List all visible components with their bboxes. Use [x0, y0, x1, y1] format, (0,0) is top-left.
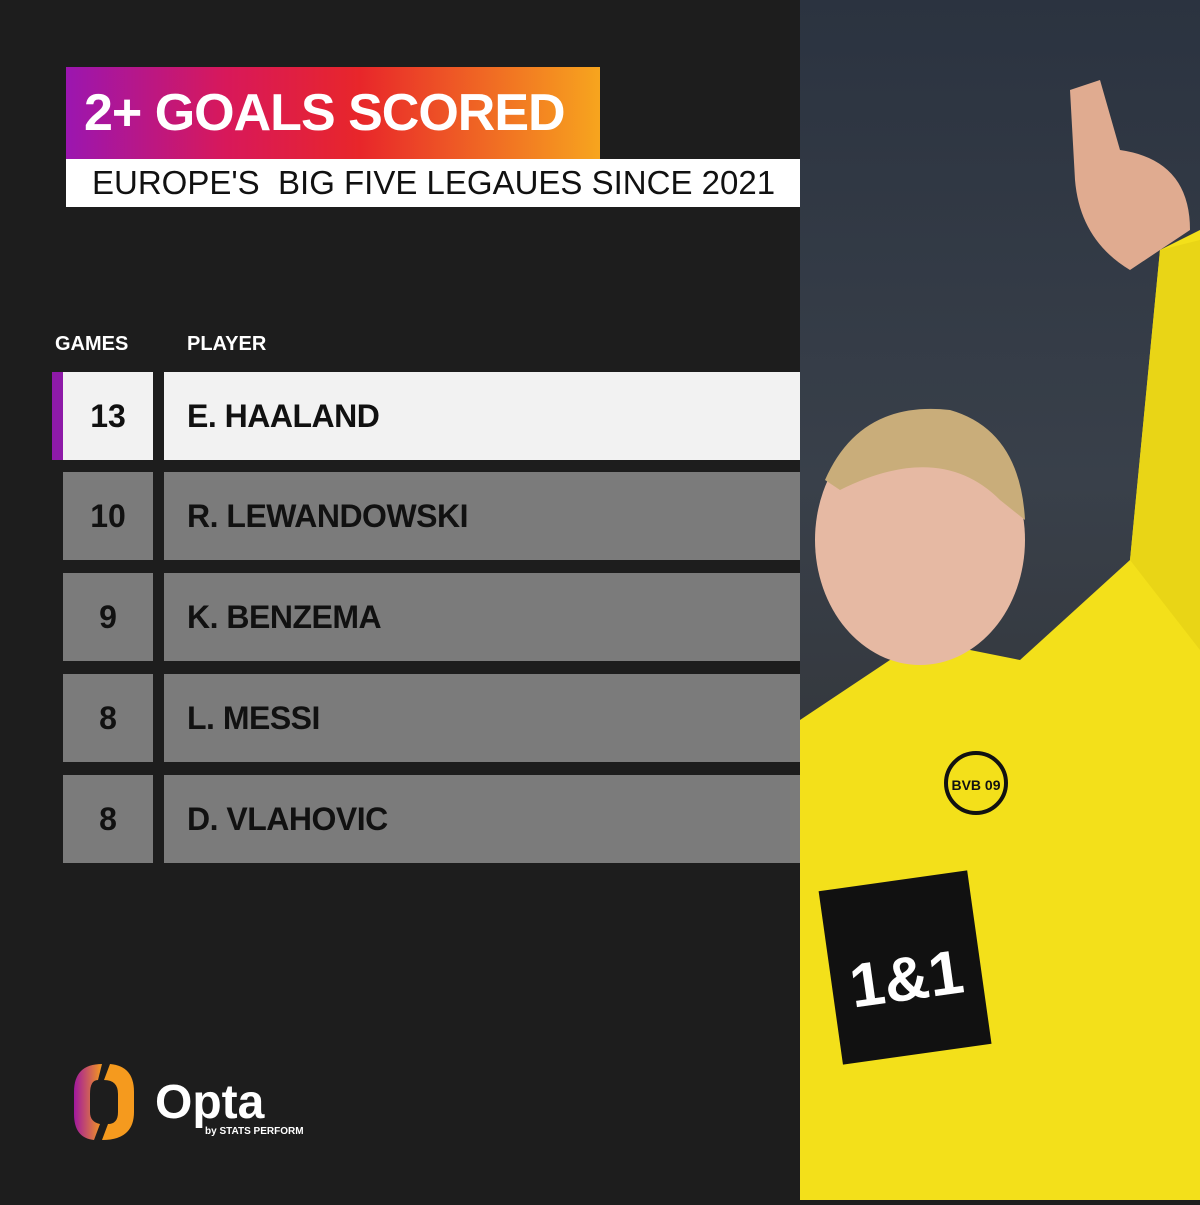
games-cell: 8 [63, 674, 153, 762]
table-row: 13 E. HAALAND [52, 372, 800, 460]
player-illustration: 1&1 BVB 09 [800, 80, 1200, 1200]
table-row: 9 K. BENZEMA [52, 573, 800, 661]
games-cell: 8 [63, 775, 153, 863]
games-cell: 10 [63, 472, 153, 560]
bvb-crest: BVB 09 [951, 777, 1000, 793]
games-header: GAMES [55, 333, 129, 355]
opta-tagline: by STATS PERFORM [205, 1126, 304, 1137]
opta-logo-text: Opta [155, 1076, 265, 1129]
player-cell: D. VLAHOVIC [164, 775, 800, 863]
player-cell: R. LEWANDOWSKI [164, 472, 800, 560]
games-cell: 13 [63, 372, 153, 460]
page-title: 2+ GOALS SCORED [66, 67, 600, 159]
shirt-sponsor: 1&1 [845, 937, 967, 1021]
player-cell: E. HAALAND [164, 372, 800, 460]
table-row: 8 D. VLAHOVIC [52, 775, 800, 863]
table-row: 8 L. MESSI [52, 674, 800, 762]
player-cell: L. MESSI [164, 674, 800, 762]
games-cell: 9 [63, 573, 153, 661]
opta-logo-icon [74, 1064, 134, 1140]
page-subtitle: EUROPE'S BIG FIVE LEGAUES SINCE 2021 [66, 159, 815, 207]
highlight-bar [52, 372, 63, 460]
player-header: PLAYER [187, 333, 267, 355]
player-cell: K. BENZEMA [164, 573, 800, 661]
player-photo: 1&1 BVB 09 [800, 0, 1200, 1200]
table-row: 10 R. LEWANDOWSKI [52, 472, 800, 560]
